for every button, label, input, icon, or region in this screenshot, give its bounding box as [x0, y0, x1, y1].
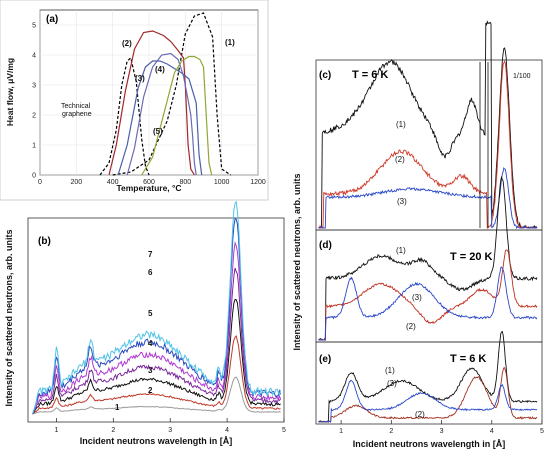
panel-c: (c) T = 6 K 1/100 (1) (2) (3) — [315, 20, 543, 231]
panel-e-x-tick-label: 5 — [540, 428, 544, 435]
panel-c-curve-label-3: (3) — [397, 197, 407, 206]
panel-a-x-tick-label: 0 — [38, 179, 42, 186]
panel-b-x-tick-label: 5 — [282, 427, 286, 434]
panel-a-curve-label-4: (4) — [155, 65, 165, 74]
panel-a-series — [99, 12, 232, 176]
panel-d-series-line-3 — [318, 266, 538, 341]
right-y-axis-label: Intensity of scattered neutrons, arb. un… — [292, 173, 302, 350]
panel-a-x-tick-label: 1200 — [250, 179, 266, 186]
panel-b-x-tick-label: 3 — [168, 427, 172, 434]
panel-c-series-line-3 — [318, 167, 538, 230]
panel-e-x-tick-label: 2 — [389, 428, 393, 435]
panel-a-series-line-4 — [126, 52, 197, 176]
panel-b-x-tick-label: 2 — [111, 427, 115, 434]
panel-c-scale-annotation: 1/100 — [513, 73, 531, 80]
panel-b-label: (b) — [38, 236, 51, 247]
panel-e-x-tick-label: 4 — [490, 428, 494, 435]
panel-d-curve-label-1: (1) — [396, 246, 406, 255]
panel-a-curve-label-5: (5) — [153, 127, 163, 136]
panel-d-label: (d) — [319, 240, 332, 251]
panel-e-series-line-3 — [318, 379, 538, 423]
panel-c-curve-label-1: (1) — [396, 120, 406, 129]
panel-a-series-line-5 — [141, 55, 213, 176]
panel-a-series-line-1 — [112, 12, 232, 176]
panel-e-x-ticks: 1 2 3 4 5 — [339, 420, 544, 435]
panel-c-series-line-1 — [318, 20, 538, 229]
panel-b-series-line-3 — [32, 298, 281, 415]
panel-a-x-tick-label: 800 — [179, 179, 191, 186]
panel-a-curve-label-2: (2) — [122, 39, 132, 48]
panel-e: 1 2 3 4 5 (e) T = 6 K (1) (3) (2) Incident n… — [315, 330, 544, 449]
panel-b-series — [32, 200, 282, 415]
panel-c-title: T = 6 K — [352, 69, 388, 81]
panel-a-curve-label-3: (3) — [135, 74, 145, 83]
panel-b-curve-label-5: 5 — [148, 309, 153, 318]
panel-d-series-line-2 — [318, 249, 538, 341]
panel-e-x-tick-label: 1 — [339, 428, 343, 435]
panel-a-curve-label-1: (1) — [225, 38, 235, 47]
panel-e-curve-label-3: (3) — [387, 379, 397, 388]
panel-a-y-tick-label: 4 — [32, 53, 36, 60]
panel-d-curve-label-3: (3) — [412, 293, 422, 302]
panel-a-series-line-3 — [117, 60, 203, 176]
panel-e-series-line-1 — [318, 330, 538, 424]
panel-b-series-line-2 — [32, 335, 281, 415]
panel-c-series — [318, 20, 538, 230]
panel-a-y-tick-label: 2 — [32, 113, 36, 120]
panel-b-x-axis-label: Incident neutrons wavelength in [Å] — [80, 436, 233, 446]
panel-a: 0 200 400 600 800 1000 1200 0 1 2 3 4 5 (a) Tempera… — [0, 0, 269, 201]
panel-b-series-line-5 — [32, 241, 282, 415]
panel-a-y-tick-label: 3 — [32, 83, 36, 90]
panel-e-curve-label-1: (1) — [385, 366, 395, 375]
panel-b-series-line-7 — [32, 200, 282, 415]
panel-b: 1 2 3 4 5 (b) Incident neutrons wavelength i… — [4, 200, 286, 446]
panel-b-curve-label-3: 3 — [148, 366, 153, 375]
panel-b-series-line-4 — [32, 267, 281, 415]
panel-a-x-tick-label: 400 — [107, 179, 119, 186]
panel-e-series — [318, 330, 538, 424]
panel-e-curve-label-2: (2) — [415, 410, 425, 419]
panel-e-title: T = 6 K — [450, 353, 486, 365]
panel-b-curve-label-4: 4 — [148, 339, 153, 348]
panel-b-y-axis-label: Intensity of scattered neutrons, arb. un… — [4, 229, 14, 406]
panel-b-series-line-6 — [32, 217, 282, 415]
panel-a-annotation-technical-graphene: Technical graphene — [61, 103, 92, 118]
panel-a-y-tick-label: 1 — [32, 143, 36, 150]
panel-b-x-tick-label: 4 — [225, 427, 229, 434]
panel-a-series-line-2 — [108, 30, 195, 176]
panel-a-x-tick-label: 1000 — [214, 179, 230, 186]
panel-c-label: (c) — [319, 70, 331, 81]
panel-e-x-axis-label: Incident neutrons wavelength in [Å] — [353, 439, 506, 449]
panel-b-plot-area — [27, 217, 285, 423]
panel-d-curve-label-2: (2) — [406, 322, 416, 331]
panel-d-title: T = 20 K — [450, 251, 493, 263]
panel-a-y-tick-label: 0 — [32, 173, 36, 180]
panel-c-series-line-2 — [318, 60, 538, 229]
panel-a-y-axis-label: Heat flow, μV/mg — [5, 58, 15, 126]
panel-a-y-tick-label: 5 — [32, 23, 36, 30]
panel-e-x-tick-label: 3 — [440, 428, 444, 435]
panel-d-series-line-1 — [318, 175, 538, 341]
panel-e-label: (e) — [319, 354, 331, 365]
panel-b-curve-label-1: 1 — [115, 403, 120, 412]
panel-a-x-tick-label: 200 — [70, 179, 82, 186]
panel-b-curve-label-7: 7 — [148, 250, 153, 259]
panel-a-series-line-technical-graphene — [99, 56, 150, 176]
panel-a-x-tick-label: 600 — [143, 179, 155, 186]
panel-e-plot-area — [315, 341, 543, 425]
panel-c-curve-label-2: (2) — [395, 155, 405, 164]
panel-b-x-tick-label: 1 — [54, 427, 58, 434]
panel-b-curve-label-2: 2 — [148, 386, 153, 395]
panel-a-y-ticks: 0 1 2 3 4 5 — [32, 23, 36, 180]
panel-d: (d) T = 20 K (1) (3) (2) — [315, 175, 543, 343]
panel-b-curve-label-6: 6 — [148, 268, 153, 277]
panel-a-x-ticks: 0 200 400 600 800 1000 1200 — [38, 179, 266, 186]
panel-a-frame — [0, 0, 269, 201]
panel-a-label: (a) — [46, 14, 58, 25]
panel-d-series — [318, 175, 538, 341]
panel-b-x-ticks: 1 2 3 4 5 — [54, 418, 286, 434]
panel-b-series-line-1 — [32, 376, 281, 415]
panel-a-x-axis-label: Temperature, °C — [116, 183, 181, 193]
